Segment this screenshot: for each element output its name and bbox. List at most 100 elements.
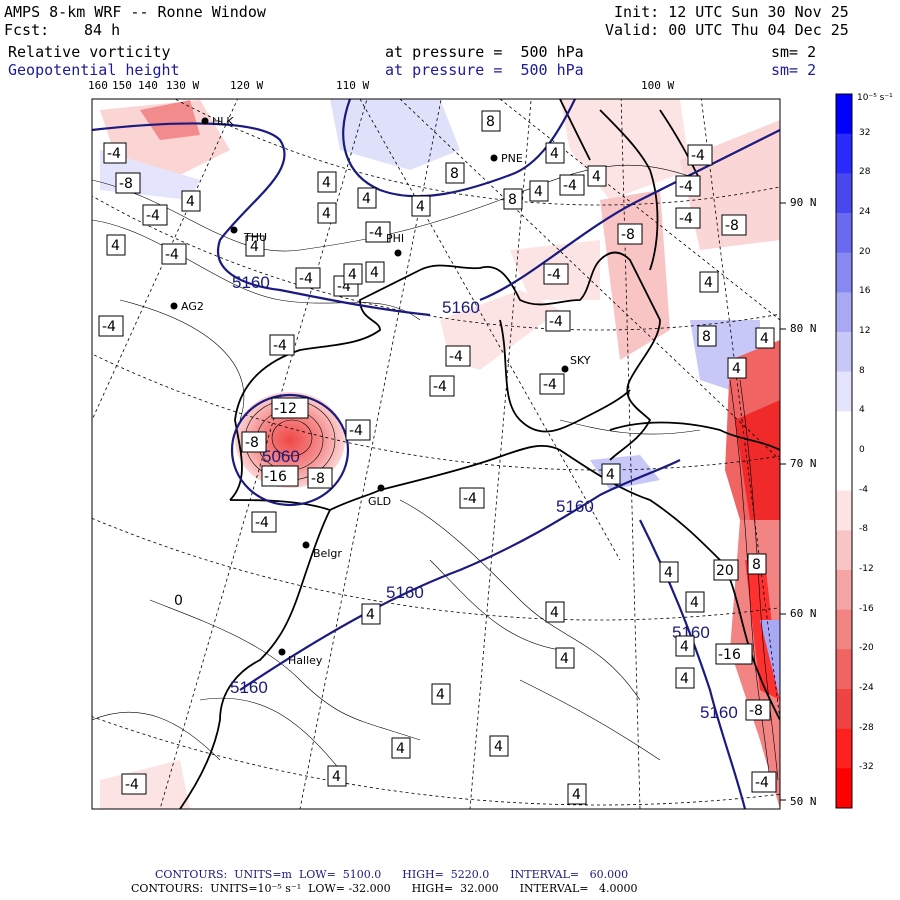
vort-box: 8	[481, 110, 501, 132]
vort-box: 4	[529, 180, 549, 202]
field1-level: at pressure = 500 hPa	[385, 43, 584, 61]
vort-box: 4	[727, 357, 747, 379]
height-label: 5160	[556, 497, 594, 516]
svg-text:-4: -4	[369, 225, 383, 241]
svg-text:-8: -8	[621, 227, 635, 243]
svg-text:4: 4	[322, 206, 331, 222]
colorbar-tick-label: 8	[859, 365, 865, 376]
svg-text:AG2: AG2	[181, 300, 204, 313]
height-label: 5160	[230, 678, 268, 697]
frame-ticks	[780, 202, 786, 801]
vort-box: -16	[715, 643, 753, 665]
svg-text:-4: -4	[543, 377, 557, 393]
vort-box: 4	[685, 591, 705, 613]
lat-label-60: 60 N	[790, 607, 817, 620]
svg-text:8: 8	[508, 192, 517, 208]
vort-box: 4	[755, 327, 775, 349]
colorbar-tick-label: -4	[859, 484, 868, 495]
vort-box: 4	[317, 202, 337, 224]
svg-text:4: 4	[534, 184, 543, 200]
vort-box: 8	[445, 162, 465, 184]
svg-text:4: 4	[680, 671, 689, 687]
vort-box: 4	[545, 601, 565, 623]
svg-text:4: 4	[186, 194, 195, 210]
svg-text:-8: -8	[749, 703, 763, 719]
colorbar-tick-label: 20	[859, 246, 871, 257]
svg-text:-4: -4	[146, 208, 160, 224]
svg-text:8: 8	[486, 114, 495, 130]
vort-box: -12	[271, 397, 309, 419]
svg-text:4: 4	[550, 146, 559, 162]
lat-label-70: 70 N	[790, 457, 817, 470]
svg-text:4: 4	[704, 275, 713, 291]
svg-text:-4: -4	[679, 179, 693, 195]
vort-box: -4	[687, 144, 713, 166]
vort-box: -4	[675, 207, 701, 229]
vort-box: 4	[587, 165, 607, 187]
svg-text:4: 4	[396, 741, 405, 757]
svg-text:-16: -16	[264, 469, 287, 485]
colorbar-swatch	[836, 292, 852, 333]
station-halley: Halley	[278, 648, 323, 667]
vort-box: -4	[251, 511, 277, 533]
colorbar-swatch	[836, 570, 852, 611]
svg-text:-4: -4	[165, 247, 179, 263]
colorbar-swatch	[836, 530, 852, 571]
svg-text:-4: -4	[349, 423, 363, 439]
vort-box: -8	[617, 223, 643, 245]
vort-box: 4	[391, 737, 411, 759]
colorbar-swatch	[836, 451, 852, 492]
colorbar-tick-label: 32	[859, 127, 871, 138]
height-label: 5160	[442, 298, 480, 317]
footer-vorticity-contours: CONTOURS: UNITS=10⁻⁵ s⁻¹ LOW= -32.000 HI…	[131, 882, 638, 895]
svg-text:-4: -4	[107, 146, 121, 162]
svg-text:PHI: PHI	[386, 232, 404, 245]
footer-height-contours: CONTOURS: UNITS=m LOW= 5100.0 HIGH= 5220…	[155, 868, 629, 881]
svg-text:4: 4	[760, 331, 769, 347]
colorbar-tick-label: 4	[859, 405, 865, 416]
colorbar-swatch	[836, 332, 852, 373]
vort-box: 4	[675, 667, 695, 689]
colorbar-tick-label: 0	[859, 445, 865, 455]
svg-text:-4: -4	[679, 211, 693, 227]
lon-label-140: 140	[138, 79, 158, 92]
vort-box: 8	[747, 553, 767, 575]
meridians	[92, 99, 780, 809]
vort-box: -4	[459, 487, 485, 509]
lat-label-80: 80 N	[790, 322, 817, 335]
svg-text:-8: -8	[725, 218, 739, 234]
station-sky: SKY	[561, 354, 591, 373]
vort-box: -4	[751, 771, 777, 793]
svg-text:8: 8	[702, 329, 711, 345]
vort-box: -4	[539, 373, 565, 395]
colorbar-tick-label: 16	[859, 286, 871, 297]
svg-text:PNE: PNE	[501, 152, 523, 165]
field1-smoothing: sm= 2	[771, 43, 817, 61]
svg-text:4: 4	[680, 639, 689, 655]
svg-text:-4: -4	[755, 775, 769, 791]
lon-label-110: 110 W	[336, 79, 370, 92]
svg-text:4: 4	[592, 169, 601, 185]
svg-text:HLK: HLK	[212, 115, 234, 128]
field2-smoothing: sm= 2	[771, 61, 817, 79]
svg-text:Belgr: Belgr	[313, 547, 342, 560]
vort-box: -8	[115, 172, 141, 194]
colorbar-swatch	[836, 133, 852, 174]
vort-box: 4	[555, 647, 575, 669]
svg-text:4: 4	[436, 687, 445, 703]
vorticity-contours	[92, 164, 779, 781]
vort-zero-label: 0	[174, 593, 183, 609]
svg-text:4: 4	[332, 769, 341, 785]
vort-box: -4	[161, 243, 187, 265]
valid-time: Valid: 00 UTC Thu 04 Dec 25	[605, 21, 849, 39]
svg-text:4: 4	[494, 739, 503, 755]
colorbar-swatch	[836, 173, 852, 214]
station-ag2: AG2	[170, 300, 204, 313]
vort-box: 20	[713, 559, 739, 581]
colorbar-tick-label: -20	[859, 643, 874, 654]
colorbar-tick-label: -8	[859, 524, 868, 535]
station-hlk: HLK	[201, 115, 234, 128]
vort-box: 4	[245, 235, 265, 257]
svg-text:4: 4	[416, 199, 425, 215]
svg-text:-4: -4	[433, 379, 447, 395]
